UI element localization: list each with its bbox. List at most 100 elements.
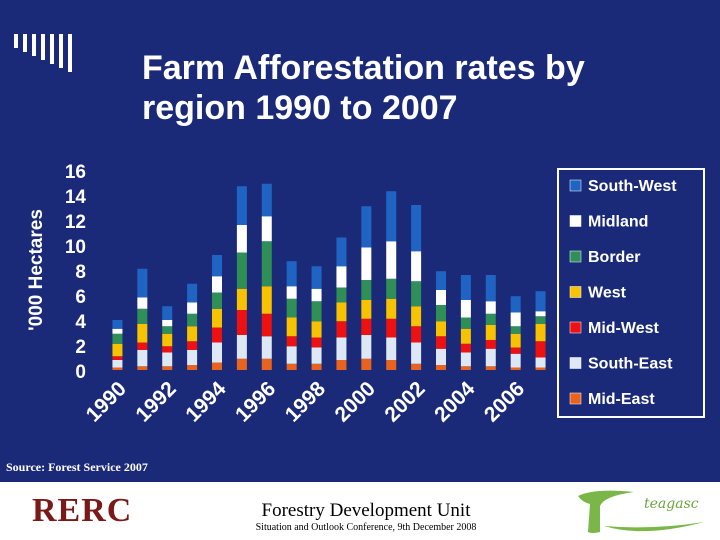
bar-segment — [311, 288, 322, 302]
bar-segment — [311, 301, 322, 322]
x-tick-label: 1998 — [281, 377, 331, 427]
bar-segment — [436, 290, 446, 305]
bar-segment — [535, 367, 546, 370]
bar-segment — [535, 311, 546, 317]
bar-segment — [535, 323, 546, 342]
bar-segment — [261, 241, 272, 287]
bar-segment — [485, 340, 496, 349]
footer-conference: Situation and Outlook Conference, 9th De… — [255, 522, 477, 533]
y-tick-label: 16 — [65, 162, 86, 183]
bar-segment — [212, 292, 222, 309]
bar-segment — [460, 317, 471, 329]
bar-segment — [336, 237, 347, 267]
bar-segment — [336, 360, 347, 370]
legend-label: West — [588, 285, 627, 302]
bar-segment — [386, 318, 397, 338]
x-tick-label: 2000 — [331, 377, 380, 426]
bar-segment — [212, 276, 222, 293]
bar-segment — [187, 341, 198, 350]
legend: South-West Midland Border West Mid-West South… — [557, 168, 705, 418]
bar-segment — [162, 366, 173, 370]
bar-segment — [436, 321, 446, 337]
rerc-logo: RERC — [32, 492, 133, 529]
bar-segment — [261, 286, 272, 314]
bar-segment — [236, 186, 247, 225]
bar-segment — [411, 251, 422, 282]
title-line-1: Farm Afforestation rates by — [142, 49, 585, 87]
bar-segment — [261, 358, 272, 370]
bar-segment — [386, 278, 397, 299]
bar-segment — [187, 326, 198, 342]
bar-segment — [436, 305, 446, 322]
bar-segment — [361, 300, 372, 319]
bar-segment — [212, 308, 222, 328]
bar-segment — [411, 205, 422, 252]
x-tick-label: 2004 — [430, 377, 480, 427]
bar-segment — [386, 360, 397, 370]
bar-segment — [311, 337, 322, 348]
legend-background — [559, 170, 703, 416]
x-tick-label: 2006 — [480, 377, 529, 426]
bar-segment — [311, 347, 322, 364]
bar-segment — [485, 325, 496, 340]
title-line-2: region 1990 to 2007 — [142, 89, 458, 127]
x-axis: 1990 1992 1994 1996 1998 2000 2002 2004 2006 — [82, 377, 530, 427]
bar-segment — [137, 323, 148, 343]
bar-segment — [187, 302, 198, 314]
bar-segment — [510, 296, 521, 313]
bar-segment — [236, 335, 247, 359]
bar-segment — [162, 333, 173, 347]
bar-segment — [411, 342, 422, 364]
bar-segment — [286, 317, 297, 337]
y-axis: 0 2 4 6 8 10 12 14 16 — [65, 162, 87, 383]
bar-segment — [236, 252, 247, 289]
bar-segment — [162, 320, 173, 327]
bar-segment — [361, 280, 372, 300]
bar-segment — [311, 266, 322, 289]
y-tick-label: 6 — [75, 287, 86, 308]
bar-segment — [187, 283, 198, 303]
y-tick-label: 2 — [75, 337, 86, 358]
bar-segment — [535, 316, 546, 324]
bar-segment — [361, 318, 372, 335]
bar-segment — [162, 346, 173, 353]
bar-segment — [261, 336, 272, 359]
slide-title: Farm Afforestation rates by region 1990 … — [142, 48, 702, 128]
legend-label: South-East — [588, 356, 673, 373]
y-tick-label: 14 — [65, 187, 87, 208]
legend-swatch — [569, 392, 582, 405]
bar-segment — [460, 366, 471, 370]
legend-swatch — [569, 215, 582, 227]
bar-segment — [460, 300, 471, 318]
bar-segment — [460, 275, 471, 300]
bar-segment — [336, 287, 347, 303]
bar-segment — [286, 261, 297, 287]
bar-segment — [236, 288, 247, 310]
legend-label: Mid-West — [588, 320, 659, 337]
bar-segment — [236, 358, 247, 370]
stripe-line — [41, 34, 45, 60]
bar-segment — [510, 367, 521, 370]
bar-segment — [460, 328, 471, 344]
bar-segment — [535, 357, 546, 368]
bar-segment — [510, 353, 521, 368]
bar-segment — [112, 320, 123, 329]
bar-segment — [137, 342, 148, 350]
bar-segment — [485, 313, 496, 325]
legend-swatch — [569, 250, 582, 263]
x-tick-label: 1990 — [82, 377, 131, 426]
bar-segment — [336, 266, 347, 288]
y-axis-label: '000 Hectares — [26, 209, 47, 331]
bar-segment — [187, 350, 198, 365]
y-tick-label: 12 — [65, 212, 86, 233]
bar-segment — [236, 310, 247, 335]
bar-segment — [436, 271, 446, 290]
bar-segment — [212, 255, 222, 277]
bar-segment — [137, 268, 148, 298]
bars — [112, 183, 546, 370]
bar-segment — [137, 366, 148, 370]
bar-segment — [137, 350, 148, 367]
bar-segment — [460, 343, 471, 353]
bar-segment — [236, 225, 247, 253]
legend-label: Border — [588, 249, 640, 266]
